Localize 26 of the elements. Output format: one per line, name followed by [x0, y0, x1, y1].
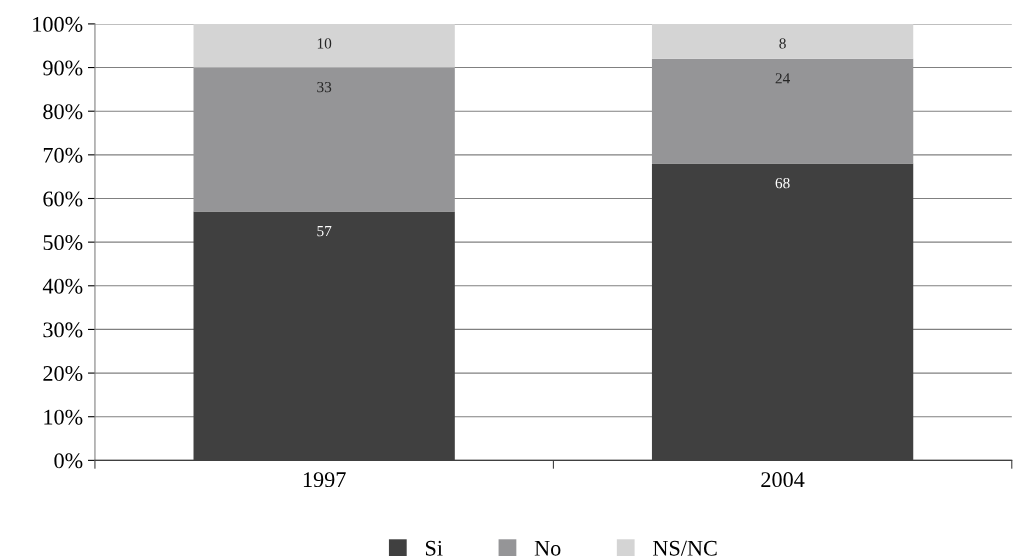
data-label: 10: [317, 38, 332, 49]
y-tick-label: 70%: [43, 147, 83, 163]
y-tick-label: 30%: [43, 322, 83, 338]
y-tick-label: 20%: [43, 366, 83, 382]
x-tick-label: 1997: [303, 472, 346, 488]
y-tick-label: 60%: [43, 191, 83, 207]
data-label: 33: [317, 81, 332, 93]
x-tick-label: 2004: [761, 472, 805, 488]
y-tick-label: 10%: [44, 409, 83, 425]
legend-label: NS/NC: [653, 540, 717, 556]
y-tick-label: 40%: [42, 278, 83, 294]
data-label: 8: [779, 38, 786, 49]
data-label: 57: [317, 226, 332, 237]
legend-label: Si: [425, 540, 443, 556]
data-label: 24: [775, 73, 790, 84]
bar: [193, 23, 455, 68]
y-tick-label: 90%: [43, 60, 83, 76]
bar: [651, 23, 914, 59]
legend-label: No: [534, 540, 561, 556]
y-tick-label: 80%: [43, 104, 83, 120]
data-label: 68: [775, 177, 790, 189]
y-tick-label: 0%: [54, 453, 83, 469]
y-tick-label: 50%: [43, 235, 83, 251]
y-tick-label: 100%: [33, 16, 83, 32]
bar: [193, 67, 455, 212]
bar: [651, 58, 914, 164]
